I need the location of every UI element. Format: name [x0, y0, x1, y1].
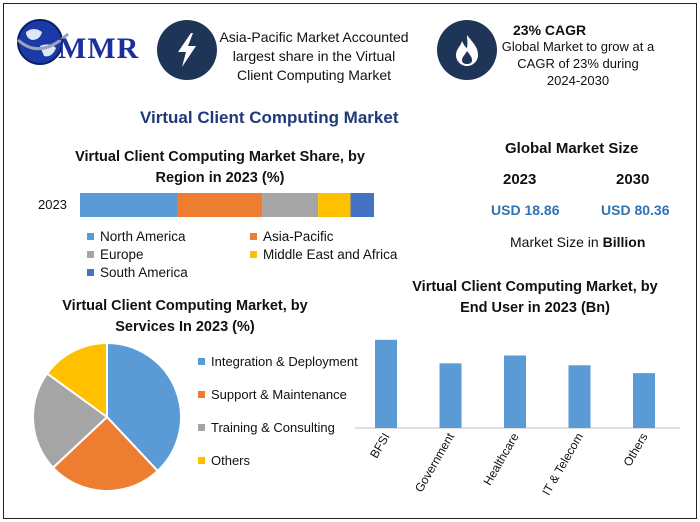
- market-size-title: Global Market Size: [505, 140, 639, 157]
- globe-icon: [16, 19, 70, 65]
- bar-healthcare: [504, 355, 526, 428]
- pie-slice-training-consulting: [32, 372, 109, 470]
- region-category-label: 2023: [38, 197, 67, 212]
- legend-label: Others: [211, 453, 251, 468]
- cagr-title: 23% CAGR: [513, 22, 587, 38]
- highlight-badge-1: [157, 20, 217, 80]
- region-legend-item-north-america: North America: [87, 229, 186, 244]
- legend-swatch: [87, 233, 94, 240]
- legend-swatch: [198, 424, 205, 431]
- region-stacked-bar-chart: 2023: [38, 193, 374, 217]
- services-pie-chart: [32, 341, 182, 492]
- highlight-text-1: Asia-Pacific Market Accounted largest sh…: [219, 29, 409, 83]
- legend-label: Training & Consulting: [211, 420, 335, 435]
- legend-swatch: [198, 457, 205, 464]
- enduser-chart-title-line1: Virtual Client Computing Market, by: [412, 279, 658, 295]
- market-size-unit-prefix: Market Size in: [510, 234, 603, 250]
- infographic-frame: [3, 3, 697, 519]
- services-legend-item-support-maintenance: Support & Maintenance: [198, 387, 347, 402]
- legend-label: South America: [100, 265, 188, 280]
- market-size-unit-bold: Billion: [602, 234, 646, 250]
- lightning-icon: [178, 33, 196, 67]
- region-legend-item-south-america: South America: [87, 265, 188, 280]
- legend-label: Middle East and Africa: [263, 247, 398, 262]
- region-chart-title-line2: Region in 2023 (%): [155, 170, 285, 186]
- tick-label-it-telecom: IT & Telecom: [539, 431, 586, 498]
- legend-swatch: [250, 251, 257, 258]
- tick-label-government: Government: [412, 430, 457, 495]
- legend-label: Integration & Deployment: [211, 354, 358, 369]
- services-chart-title-line1: Virtual Client Computing Market, by: [62, 298, 308, 314]
- tick-label-others: Others: [620, 431, 650, 469]
- pie-slice-support-maintenance: [51, 415, 160, 492]
- legend-label: Support & Maintenance: [211, 387, 347, 402]
- market-size-value-2023: USD 18.86: [491, 202, 560, 218]
- legend-label: Europe: [100, 247, 144, 262]
- flame-icon: [456, 35, 478, 66]
- region-legend-item-asia-pacific: Asia-Pacific: [250, 229, 334, 244]
- services-chart-title-line2: Services In 2023 (%): [115, 319, 255, 335]
- legend-swatch: [87, 269, 94, 276]
- legend-swatch: [250, 233, 257, 240]
- pie-slice-others: [45, 341, 108, 419]
- enduser-chart-title: Virtual Client Computing Market, by End …: [375, 277, 695, 319]
- legend-swatch: [198, 391, 205, 398]
- services-chart-title: Virtual Client Computing Market, by Serv…: [30, 296, 340, 338]
- region-segment-north-america: [80, 193, 178, 217]
- tick-label-bfsi: BFSI: [367, 431, 392, 461]
- market-size-value-2030: USD 80.36: [601, 202, 670, 218]
- region-segment-europe: [262, 193, 319, 217]
- market-size-year-2030: 2030: [616, 171, 650, 188]
- tick-label-healthcare: Healthcare: [480, 430, 521, 488]
- region-segment-south-america: [350, 193, 374, 217]
- region-chart-title: Virtual Client Computing Market Share, b…: [60, 147, 380, 189]
- region-segment-asia-pacific: [177, 193, 263, 217]
- services-legend-item-training-consulting: Training & Consulting: [198, 420, 335, 435]
- highlight-text-2: Global Market to grow at a CAGR of 23% d…: [501, 39, 655, 88]
- bar-others: [633, 373, 655, 428]
- region-chart-title-line1: Virtual Client Computing Market Share, b…: [75, 149, 365, 165]
- pie-slice-integration-deployment: [106, 341, 182, 473]
- legend-label: Asia-Pacific: [263, 229, 334, 244]
- legend-swatch: [87, 251, 94, 258]
- services-legend-item-others: Others: [198, 453, 250, 468]
- services-legend-item-integration-deployment: Integration & Deployment: [198, 354, 358, 369]
- market-size-year-2023: 2023: [503, 171, 537, 188]
- bar-it-telecom: [568, 365, 591, 428]
- enduser-chart-title-line2: End User in 2023 (Bn): [460, 300, 610, 316]
- legend-label: North America: [100, 229, 186, 244]
- enduser-bar-chart: BFSI Government Healthcare IT & Telecom Othe…: [355, 339, 680, 498]
- region-legend-item-middle-east-and-africa: Middle East and Africa: [250, 247, 397, 262]
- bar-bfsi: [375, 339, 397, 428]
- region-legend-item-europe: Europe: [87, 247, 144, 262]
- legend-swatch: [198, 358, 205, 365]
- region-segment-middle-east-and-africa: [318, 193, 351, 217]
- logo: MMR: [10, 10, 150, 70]
- logo-text: MMR: [58, 32, 140, 65]
- market-size-unit: Market Size in Billion: [510, 234, 645, 250]
- bar-government: [439, 363, 462, 428]
- highlight-badge-2: [437, 20, 497, 80]
- main-title: Virtual Client Computing Market: [140, 108, 399, 127]
